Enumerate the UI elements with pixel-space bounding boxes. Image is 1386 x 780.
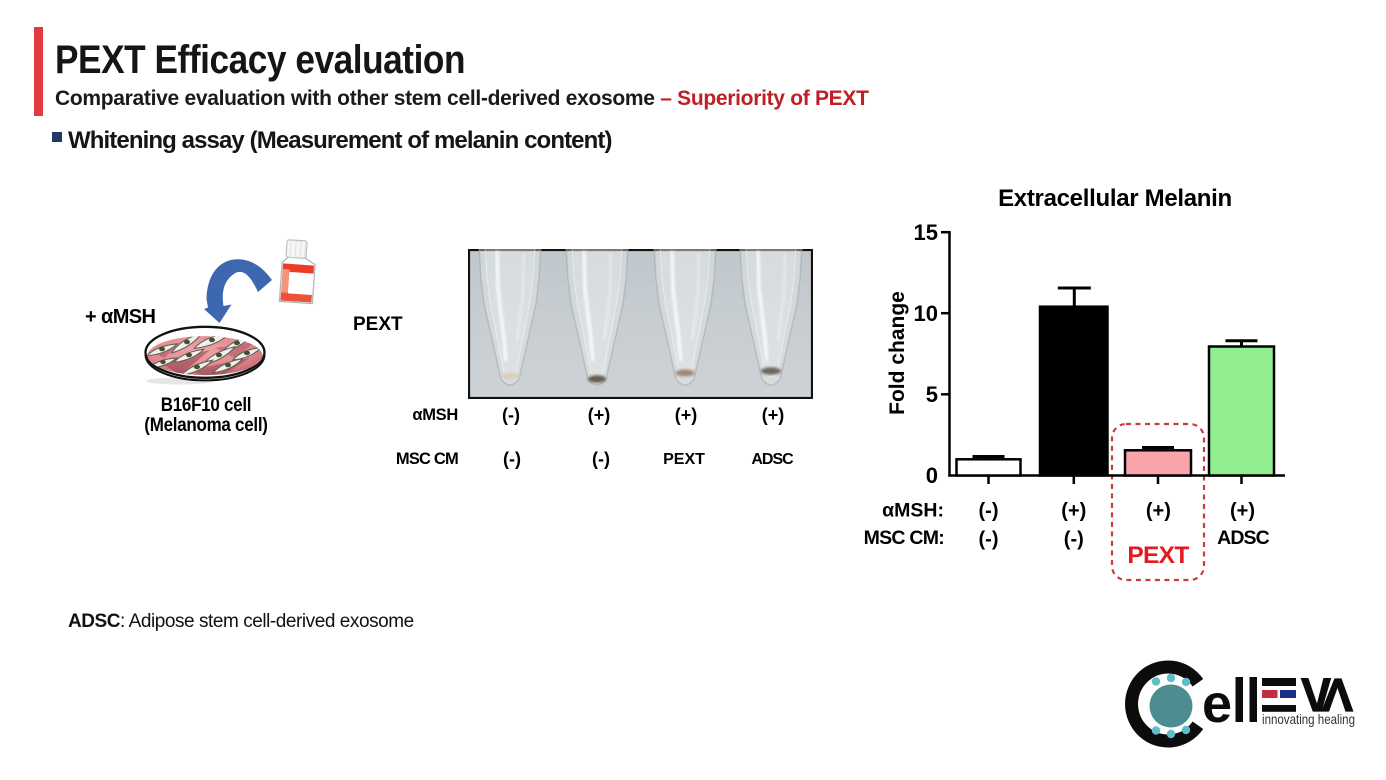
svg-text:10: 10 bbox=[914, 301, 938, 326]
svg-text:0: 0 bbox=[926, 463, 938, 488]
svg-text:MSC CM:: MSC CM: bbox=[864, 527, 944, 549]
svg-text:(+): (+) bbox=[1230, 500, 1255, 522]
svg-text:Fold change: Fold change bbox=[886, 291, 909, 415]
svg-text:e: e bbox=[1202, 674, 1232, 734]
svg-text:(-): (-) bbox=[979, 500, 999, 522]
svg-text:5: 5 bbox=[926, 382, 938, 407]
svg-text:(+): (+) bbox=[1146, 500, 1171, 522]
svg-text:PEXT: PEXT bbox=[1127, 542, 1189, 569]
svg-text:Extracellular Melanin: Extracellular Melanin bbox=[998, 185, 1232, 212]
svg-text:(+): (+) bbox=[1061, 500, 1086, 522]
svg-text:(-): (-) bbox=[1064, 529, 1084, 551]
svg-text:αMSH:: αMSH: bbox=[882, 500, 944, 522]
svg-text:innovating healing: innovating healing bbox=[1262, 711, 1355, 727]
svg-text:15: 15 bbox=[914, 220, 938, 245]
svg-text:ADSC: ADSC bbox=[1217, 527, 1269, 549]
svg-text:(-): (-) bbox=[979, 529, 999, 551]
